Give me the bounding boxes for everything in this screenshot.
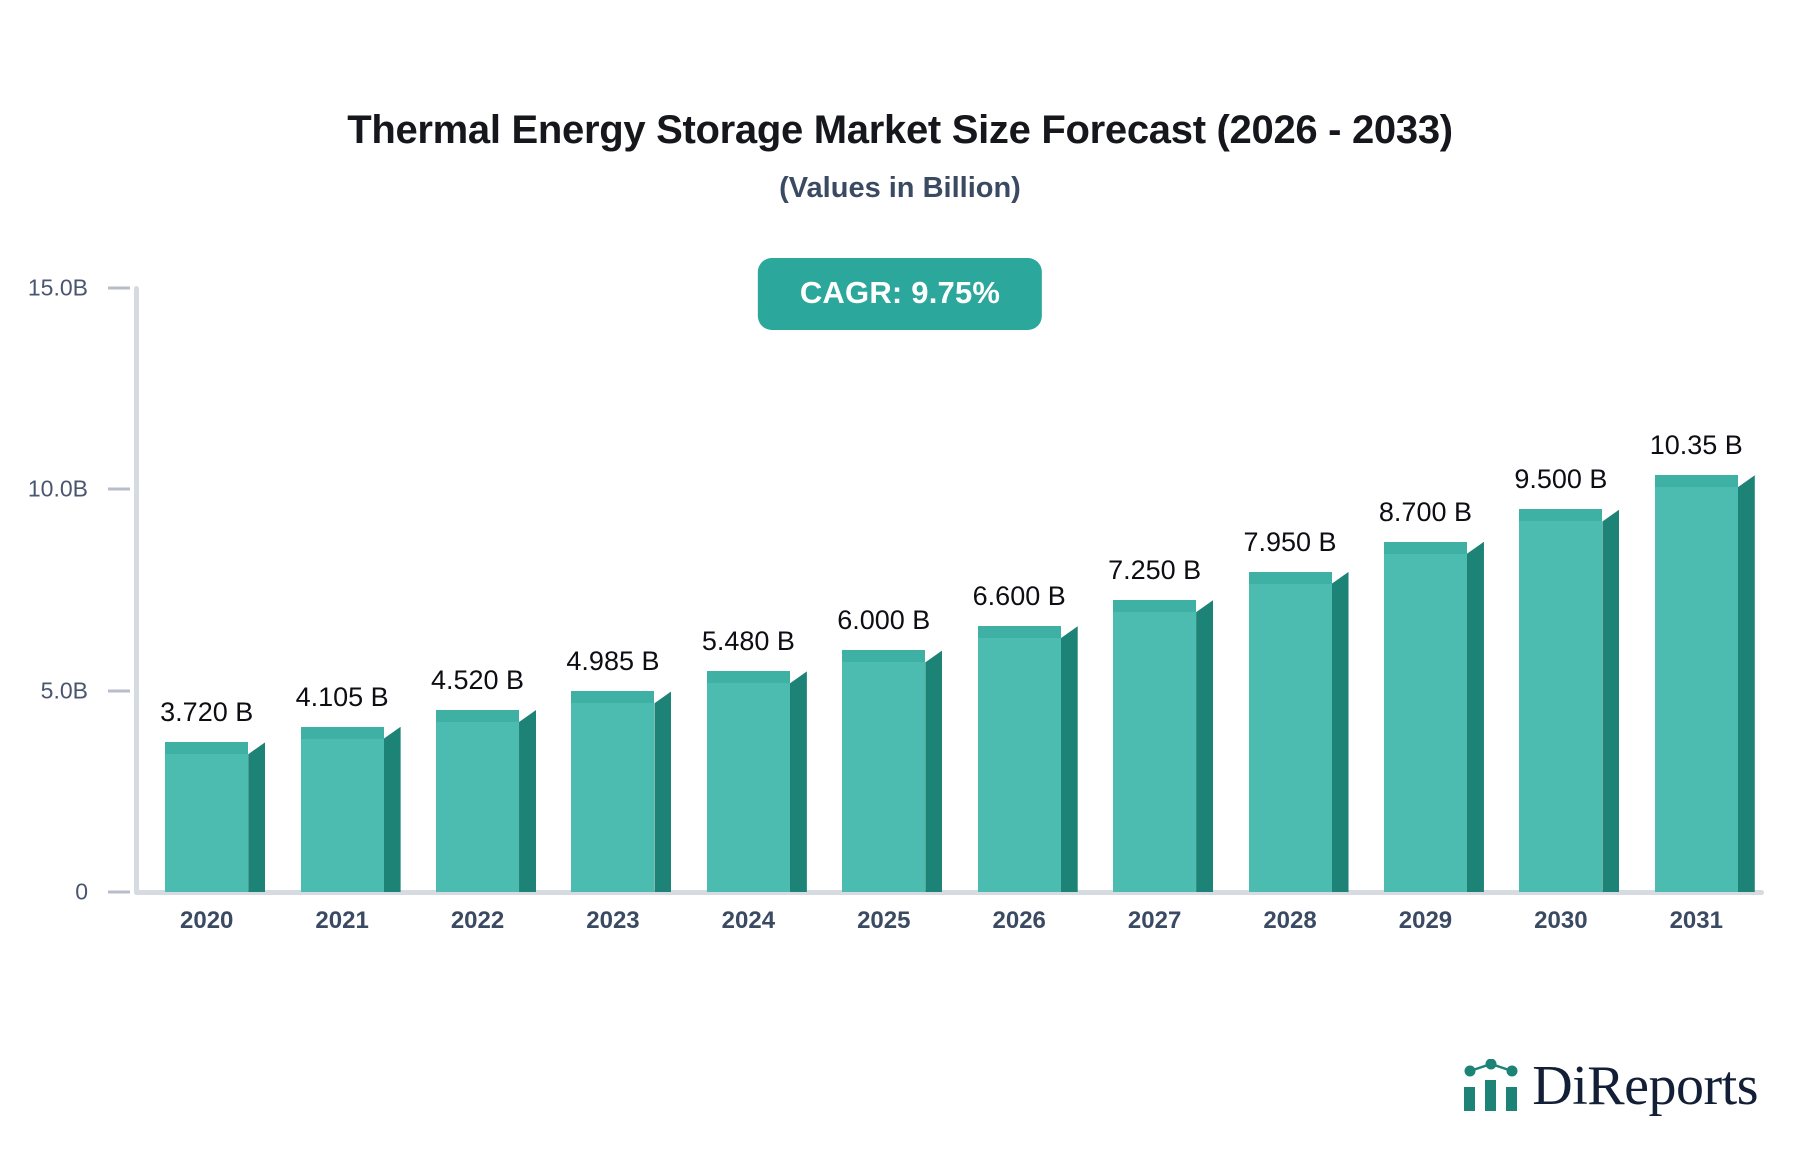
y-axis-tick xyxy=(108,487,130,491)
bar-top-face xyxy=(571,691,655,704)
bar-value-label: 10.35 B xyxy=(1649,430,1743,461)
bar-top-face xyxy=(165,742,249,755)
bar-top-face xyxy=(1248,571,1332,584)
x-axis-tick-label: 2025 xyxy=(857,907,911,934)
bar[interactable]: 8.700 B xyxy=(1379,497,1484,892)
bar-side-face xyxy=(519,710,537,892)
bar-front-face xyxy=(165,742,249,892)
page-title: Thermal Energy Storage Market Size Forec… xyxy=(347,108,1453,152)
x-axis-tick-label: 2026 xyxy=(992,907,1046,934)
bar-front-face xyxy=(1383,541,1467,892)
y-axis-tick xyxy=(108,689,130,693)
bar-value-label: 4.105 B xyxy=(295,681,389,712)
y-axis-tick-label: 0 xyxy=(75,878,88,905)
bar-front-face xyxy=(842,650,926,892)
y-axis-tick-label: 15.0B xyxy=(27,274,88,301)
x-axis-line xyxy=(134,890,1764,895)
bar-top-face xyxy=(842,650,926,663)
x-axis-tick-label: 2031 xyxy=(1669,907,1723,934)
chart-header: Thermal Energy Storage Market Size Forec… xyxy=(0,0,1800,205)
x-axis-tick-label: 2030 xyxy=(1534,907,1588,934)
bar-top-face xyxy=(1383,541,1467,554)
bar-front-face xyxy=(571,691,655,892)
y-axis-tick-label: 10.0B xyxy=(27,475,88,502)
bar-side-face xyxy=(1196,600,1214,892)
bar[interactable]: 5.480 B xyxy=(702,626,807,892)
bar[interactable]: 9.500 B xyxy=(1514,464,1620,892)
logo-wordmark: DiReports xyxy=(1532,1055,1758,1117)
bar[interactable]: 4.520 B xyxy=(431,665,537,892)
bar[interactable]: 4.105 B xyxy=(296,682,401,892)
bar-top-face xyxy=(1519,509,1603,522)
bar-side-face xyxy=(789,671,807,892)
bar-front-face xyxy=(300,726,384,892)
bar-front-face xyxy=(1113,600,1197,892)
bar-value-label: 7.250 B xyxy=(1108,555,1202,586)
y-axis-tick-label: 5.0B xyxy=(40,677,88,704)
bar-value-label: 6.000 B xyxy=(837,605,931,636)
bar-side-face xyxy=(1466,541,1484,892)
bar-front-face xyxy=(977,626,1061,892)
bar-side-face xyxy=(1602,509,1620,892)
y-axis-tick xyxy=(108,890,130,894)
bar-top-face xyxy=(1113,600,1197,613)
x-axis-tick-label: 2024 xyxy=(721,907,776,934)
bar-chart-logo-icon xyxy=(1464,1059,1518,1111)
x-axis-tick-label: 2020 xyxy=(180,907,234,934)
bar[interactable]: 7.950 B xyxy=(1243,527,1349,892)
bar-side-face xyxy=(383,726,401,892)
bar-top-face xyxy=(706,671,790,684)
bar-value-label: 8.700 B xyxy=(1378,496,1472,527)
y-axis-line xyxy=(134,286,139,894)
bar-front-face xyxy=(436,710,520,892)
bar[interactable]: 10.35 B xyxy=(1650,430,1755,892)
bar[interactable]: 4.985 B xyxy=(566,646,672,892)
x-axis-tick-label: 2029 xyxy=(1398,907,1453,934)
x-axis-tick-label: 2027 xyxy=(1127,907,1182,934)
bar-value-label: 9.500 B xyxy=(1514,464,1608,495)
y-axis-tick xyxy=(108,286,130,290)
cagr-badge: CAGR: 9.75% xyxy=(757,258,1043,330)
bar-value-label: 7.950 B xyxy=(1243,526,1337,557)
bar[interactable]: 6.000 B xyxy=(837,605,943,892)
bar-value-label: 6.600 B xyxy=(972,581,1066,612)
x-axis-tick-label: 2022 xyxy=(450,907,505,934)
bar-side-face xyxy=(248,742,266,892)
bar-top-face xyxy=(300,726,384,739)
bar-front-face xyxy=(1654,475,1738,892)
bar-side-face xyxy=(1060,626,1078,892)
bar-front-face xyxy=(706,671,790,892)
bar-front-face xyxy=(1248,571,1332,892)
bar-side-face xyxy=(925,650,943,892)
bar[interactable]: 6.600 B xyxy=(973,581,1078,892)
bar-value-label: 4.520 B xyxy=(430,665,525,695)
bar-top-face xyxy=(1654,475,1738,488)
bar-side-face xyxy=(1331,571,1349,892)
bar-top-face xyxy=(436,710,520,722)
bar-value-label: 5.480 B xyxy=(701,626,795,657)
bar-top-face xyxy=(977,626,1061,639)
chart-subtitle: (Values in Billion) xyxy=(779,172,1021,204)
x-axis-tick-label: 2028 xyxy=(1263,907,1317,934)
x-axis-tick-label: 2021 xyxy=(315,907,369,934)
x-axis-tick-label: 2023 xyxy=(586,907,640,934)
bar-front-face xyxy=(1519,509,1603,892)
bar-side-face xyxy=(1737,475,1755,892)
bar[interactable]: 7.250 B xyxy=(1108,555,1214,892)
direports-logo: DiReports xyxy=(1462,1058,1758,1114)
bar-value-label: 3.720 B xyxy=(160,697,254,728)
bar[interactable]: 3.720 B xyxy=(160,697,266,892)
bar-side-face xyxy=(654,691,672,892)
bar-value-label: 4.985 B xyxy=(566,646,660,677)
